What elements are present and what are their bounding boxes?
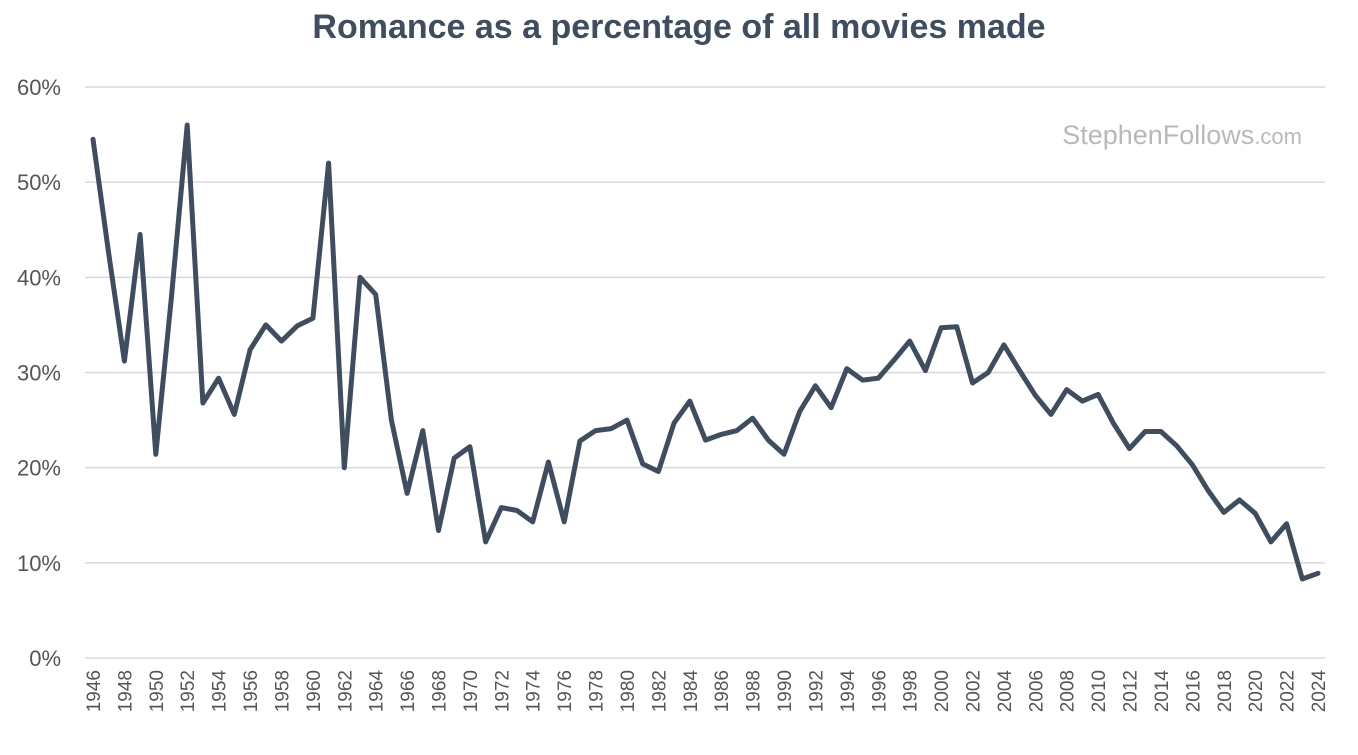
x-tick-label: 1950 <box>147 670 168 712</box>
y-axis: 0% 10% 20% 30% 40% 50% 60% <box>17 75 61 671</box>
x-tick-label: 1964 <box>367 670 388 713</box>
x-tick-label: 1956 <box>241 670 262 712</box>
x-tick-label: 1974 <box>524 670 545 713</box>
x-tick-label: 1948 <box>115 670 136 712</box>
y-tick-label: 10% <box>17 551 61 576</box>
x-tick-label: 1984 <box>681 670 702 713</box>
x-tick-label: 1954 <box>210 670 231 713</box>
y-tick-label: 40% <box>17 265 61 290</box>
x-tick-label: 1972 <box>492 670 513 712</box>
x-tick-label: 1946 <box>84 670 105 712</box>
x-tick-label: 2022 <box>1278 670 1299 712</box>
x-tick-label: 2004 <box>995 670 1016 713</box>
y-tick-label: 60% <box>17 75 61 100</box>
x-tick-label: 2008 <box>1058 670 1079 712</box>
x-tick-label: 1980 <box>618 670 639 712</box>
x-tick-label: 2016 <box>1183 670 1204 712</box>
x-tick-label: 1958 <box>272 670 293 712</box>
series-line <box>90 122 1321 582</box>
x-axis: 1946 1948 1950 1952 1954 1956 1958 1960 1962 1964… <box>84 670 1330 713</box>
x-tick-label: 1976 <box>555 670 576 712</box>
x-tick-label: 1988 <box>744 670 765 712</box>
x-tick-label: 1962 <box>335 670 356 712</box>
x-tick-label: 1994 <box>838 670 859 713</box>
x-tick-label: 2020 <box>1246 670 1267 712</box>
watermark-main: StephenFollows <box>1062 120 1255 150</box>
x-tick-label: 1982 <box>649 670 670 712</box>
series-group <box>90 122 1321 582</box>
x-tick-label: 1992 <box>806 670 827 712</box>
x-tick-label: 1970 <box>461 670 482 712</box>
gridlines <box>85 86 1325 659</box>
x-tick-label: 1952 <box>178 670 199 712</box>
x-tick-label: 2012 <box>1121 670 1142 712</box>
y-tick-label: 0% <box>29 646 61 671</box>
x-tick-label: 1998 <box>901 670 922 712</box>
x-tick-label: 2024 <box>1309 670 1330 713</box>
x-tick-label: 2000 <box>932 670 953 712</box>
x-tick-label: 2010 <box>1089 670 1110 712</box>
x-tick-label: 1960 <box>304 670 325 712</box>
x-tick-label: 2018 <box>1215 670 1236 712</box>
x-tick-label: 2002 <box>963 670 984 712</box>
y-tick-label: 30% <box>17 361 61 386</box>
chart-title: Romance as a percentage of all movies ma… <box>312 8 1046 46</box>
x-tick-label: 1968 <box>430 670 451 712</box>
y-tick-label: 50% <box>17 170 61 195</box>
x-tick-label: 2006 <box>1026 670 1047 712</box>
y-tick-label: 20% <box>17 456 61 481</box>
x-tick-label: 1986 <box>712 670 733 712</box>
watermark-suffix: .com <box>1254 124 1302 149</box>
x-tick-label: 1996 <box>869 670 890 712</box>
x-tick-label: 1966 <box>398 670 419 712</box>
x-tick-label: 2014 <box>1152 670 1173 713</box>
x-tick-label: 1990 <box>775 670 796 712</box>
watermark: StephenFollows.com <box>1062 120 1302 151</box>
x-tick-label: 1978 <box>587 670 608 712</box>
